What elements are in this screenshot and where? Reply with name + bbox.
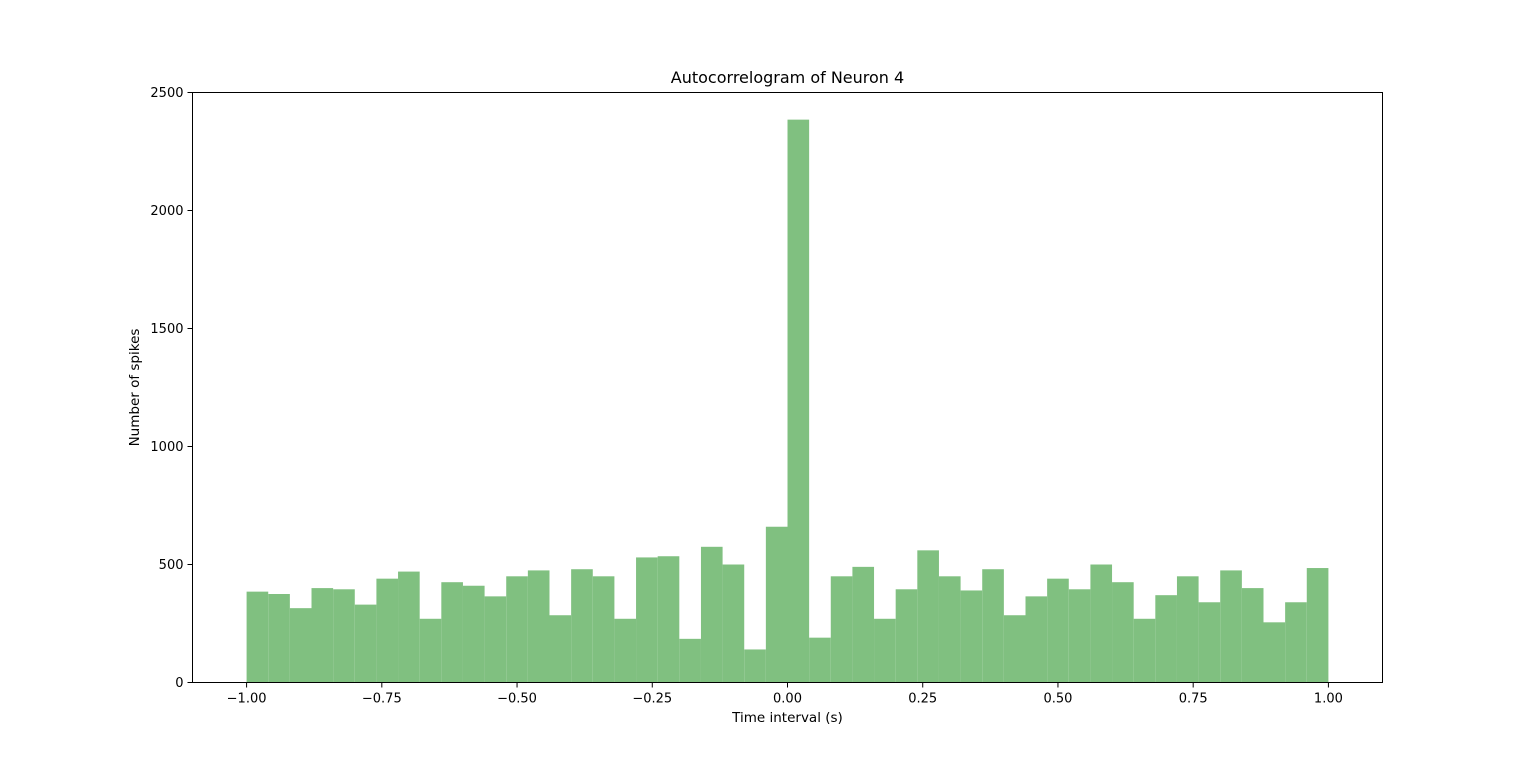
histogram-bar [679,638,701,683]
histogram-bar [982,569,1004,683]
histogram-bar [419,618,442,683]
x-tick-label: 1.00 [1314,692,1343,707]
y-tick-label: 2000 [150,204,183,219]
histogram-bar [1112,582,1134,683]
histogram-bar [722,564,745,683]
chart-title: Autocorrelogram of Neuron 4 [671,68,904,87]
x-tick-label: 0.50 [1043,692,1072,707]
histogram-bar [1133,618,1156,683]
histogram-bar [311,588,334,683]
histogram-bar [398,571,420,683]
histogram-bar [1306,568,1329,683]
histogram-bars [246,119,1329,683]
x-tick-label: −0.50 [497,692,537,707]
y-tick-label: 0 [175,676,183,691]
histogram-bar [1025,596,1048,683]
histogram-bar [830,576,853,683]
histogram-bar [1003,615,1026,683]
x-tick-label: −0.75 [362,692,402,707]
x-tick-label: 0.00 [773,692,802,707]
histogram-bar [289,608,312,683]
histogram-bar [1285,602,1307,683]
histogram-bar [657,556,680,683]
y-tick-label: 500 [159,558,184,573]
histogram-bar [376,578,399,683]
x-tick-label: −0.25 [632,692,672,707]
x-axis-label: Time interval (s) [731,710,843,726]
histogram-bar [441,582,463,683]
histogram-bar [506,576,528,683]
histogram-bar [1263,622,1286,683]
histogram-bar [246,591,269,683]
y-axis-label: Number of spikes [127,329,143,447]
histogram-bar [700,546,723,683]
histogram-bar [809,637,831,683]
histogram-bar [462,585,485,683]
y-axis-ticks: 0 500 1000 1500 2000 2500 [150,86,193,691]
histogram-bar [571,569,593,683]
histogram-bar [549,615,572,683]
histogram-bar [765,526,788,683]
histogram-bar [614,618,637,683]
histogram-bar [484,596,507,683]
histogram-bar [1220,570,1242,683]
x-tick-label: 0.75 [1179,692,1208,707]
histogram-bar [592,576,615,683]
histogram-bar [895,589,918,683]
histogram-bar [1068,589,1091,683]
histogram-bar [1198,602,1221,683]
histogram-bar [1241,588,1264,683]
histogram-bar [1090,564,1113,683]
histogram-bar [1155,595,1177,683]
x-tick-label: −1.00 [227,692,267,707]
histogram-bar [938,576,961,683]
histogram-bar [787,119,810,683]
x-axis-ticks: −1.00 −0.75 −0.50 −0.25 0.00 0.25 0.50 0.75 1.00 [227,682,1343,707]
histogram-bar [960,590,983,683]
histogram-bar [1047,578,1069,683]
histogram-bar [333,589,355,683]
y-tick-label: 1500 [150,322,183,337]
x-tick-label: 0.25 [908,692,937,707]
histogram-bar [1176,576,1199,683]
histogram-bar [354,604,377,683]
histogram-bar [268,594,290,683]
y-tick-label: 1000 [150,440,183,455]
histogram-bar [744,649,766,683]
histogram-bar [852,566,875,683]
histogram-bar [917,550,939,683]
y-tick-label: 2500 [150,86,183,101]
histogram-bar [874,618,896,683]
histogram-bar [527,570,550,683]
histogram-bar [636,557,658,683]
